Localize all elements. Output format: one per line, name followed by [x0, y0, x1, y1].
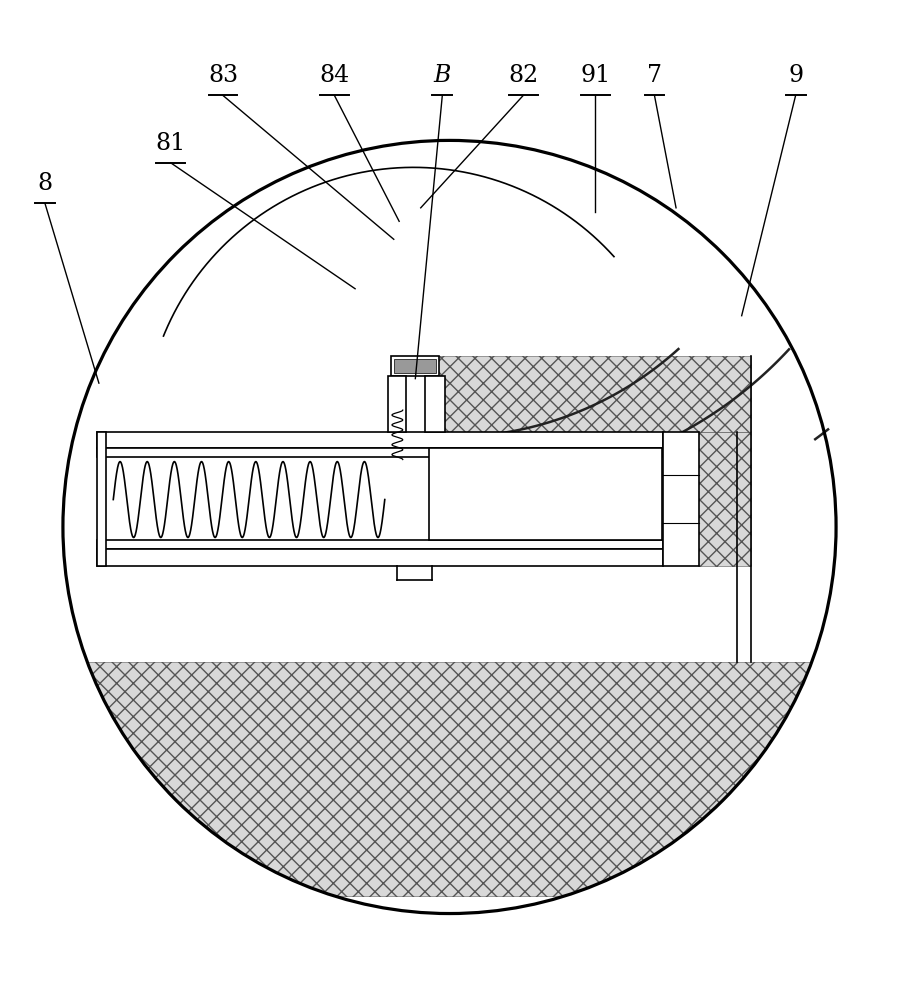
Text: 83: 83 [208, 64, 238, 87]
Bar [394, 359, 436, 373]
Bar [106, 448, 663, 540]
Circle shape [63, 140, 836, 914]
Bar [97, 448, 663, 457]
Text: 84: 84 [319, 64, 350, 87]
Text: 82: 82 [508, 64, 539, 87]
Bar [97, 540, 663, 549]
Text: 91: 91 [580, 64, 610, 87]
Bar [427, 356, 751, 432]
Bar [97, 432, 106, 566]
Text: 7: 7 [647, 64, 662, 87]
Bar [97, 432, 663, 448]
Bar [388, 376, 406, 432]
Bar [63, 662, 836, 896]
Bar [391, 356, 439, 376]
Bar [429, 448, 662, 540]
Text: 81: 81 [156, 132, 186, 155]
Text: 9: 9 [788, 64, 803, 87]
Bar [663, 432, 699, 566]
Bar [425, 376, 445, 432]
Bar [698, 432, 751, 566]
Text: 8: 8 [38, 172, 52, 195]
Bar [97, 549, 663, 566]
Bar [665, 475, 698, 523]
Text: B: B [433, 64, 451, 87]
